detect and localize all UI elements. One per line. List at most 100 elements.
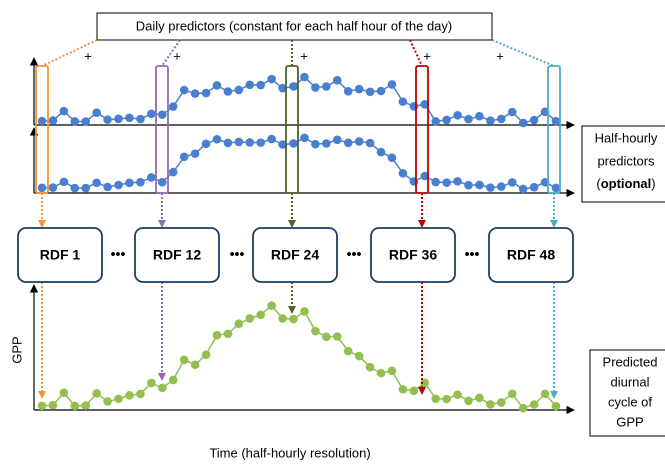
point — [37, 116, 47, 126]
point — [529, 182, 539, 192]
point — [114, 180, 123, 190]
point — [92, 389, 101, 398]
point — [103, 115, 112, 124]
point — [300, 307, 309, 316]
point — [278, 83, 287, 93]
point — [147, 378, 156, 388]
point — [442, 394, 451, 404]
point — [507, 178, 517, 187]
ellipsis: ••• — [347, 246, 362, 262]
ellipsis: ••• — [111, 246, 126, 262]
point — [168, 167, 178, 177]
plus-sign: + — [300, 48, 308, 63]
point — [201, 139, 211, 149]
point — [81, 183, 91, 193]
point — [59, 106, 69, 116]
point — [343, 87, 353, 96]
point — [376, 86, 386, 96]
point — [179, 85, 189, 95]
point — [70, 117, 80, 126]
curve — [41, 304, 557, 410]
point — [354, 351, 364, 361]
point — [376, 147, 386, 157]
arrowhead — [38, 391, 46, 399]
point — [387, 80, 397, 89]
point — [147, 109, 156, 119]
node-box — [370, 227, 456, 283]
point — [453, 390, 462, 399]
point — [223, 329, 233, 339]
x-label: Time (half-hourly resolution) — [209, 445, 370, 460]
point — [103, 397, 112, 406]
point — [475, 393, 484, 403]
point — [464, 180, 473, 190]
point — [475, 180, 484, 190]
point — [59, 177, 69, 187]
point — [92, 108, 101, 117]
highlight — [547, 65, 561, 194]
node-label: RDF 36 — [389, 247, 437, 263]
point — [157, 110, 167, 119]
point — [551, 183, 561, 193]
point — [190, 360, 200, 370]
point — [518, 403, 528, 413]
node-label: RDF 24 — [271, 247, 319, 263]
point — [114, 114, 123, 124]
point — [125, 178, 134, 188]
point — [354, 84, 364, 94]
point — [300, 72, 309, 82]
point — [267, 301, 276, 310]
plus-sign: + — [84, 48, 92, 63]
point — [442, 178, 451, 187]
point — [92, 178, 101, 188]
point — [212, 81, 222, 90]
point — [365, 138, 375, 148]
point — [464, 114, 473, 124]
arrowhead — [288, 306, 296, 314]
node-box — [17, 227, 103, 283]
ellipsis: ••• — [465, 246, 480, 262]
point — [212, 330, 222, 340]
point — [48, 183, 58, 192]
node-box — [488, 227, 574, 283]
point — [442, 115, 451, 125]
point — [354, 137, 364, 146]
point — [103, 182, 112, 192]
title-box — [96, 12, 493, 41]
point — [136, 177, 145, 187]
point — [365, 87, 375, 97]
point — [497, 114, 506, 124]
point — [267, 134, 276, 144]
paren: ) — [651, 176, 655, 191]
point — [37, 401, 47, 411]
link — [409, 39, 423, 67]
point — [518, 118, 528, 128]
arrowhead — [418, 387, 426, 395]
point — [289, 82, 298, 91]
point — [343, 138, 353, 148]
point — [168, 102, 178, 111]
point — [234, 137, 244, 147]
side-box — [581, 125, 665, 203]
point — [223, 138, 233, 148]
highlight — [35, 65, 49, 194]
side-label: Half-hourly — [595, 130, 658, 145]
point — [529, 400, 539, 409]
title: Daily predictors (constant for each half… — [136, 18, 453, 33]
plus-sign: + — [173, 48, 181, 63]
paren: ( — [596, 176, 601, 191]
plus-sign: + — [496, 48, 504, 63]
output-label: Predicted — [603, 354, 658, 369]
point — [398, 168, 408, 178]
point — [332, 332, 342, 341]
axes — [29, 57, 575, 415]
point — [332, 135, 342, 145]
point — [256, 310, 266, 320]
point — [332, 76, 342, 85]
point — [223, 87, 233, 96]
point — [398, 97, 408, 106]
point — [497, 398, 506, 407]
point — [201, 88, 211, 98]
node-label: RDF 48 — [507, 247, 555, 263]
point — [125, 391, 134, 400]
